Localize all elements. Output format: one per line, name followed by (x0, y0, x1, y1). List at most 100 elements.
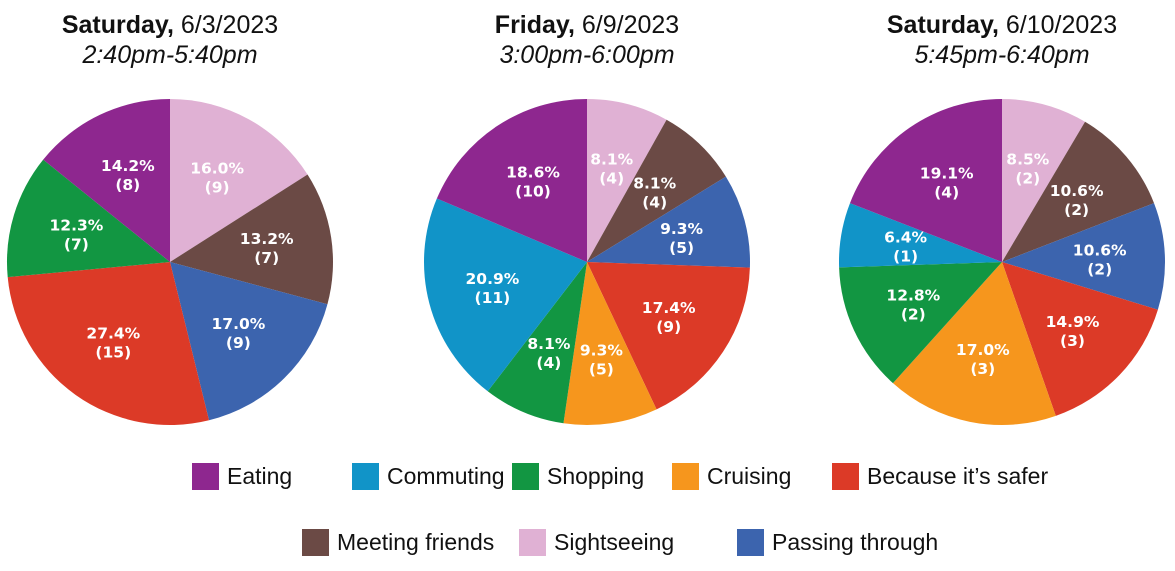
slice-percent-label: 10.6% (1073, 242, 1127, 260)
pie-slice-safer (7, 262, 210, 425)
legend-item-eating: Eating (192, 463, 292, 490)
legend-label: Cruising (707, 463, 792, 489)
pie-svg: 8.1%(4) 8.1%(4)9.3%(5)17.4%(9)9.3%(5)8.1%… (423, 99, 750, 425)
slice-percent-label: 10.6% (1050, 182, 1104, 200)
pie-chart-3: Saturday, 6/10/2023 5:45pm-6:40pm 8.5% (2… (832, 0, 1172, 426)
pie-slice-passing (587, 176, 750, 268)
slice-percent-label: 17.0% (212, 315, 266, 333)
slice-count-label: (5) (669, 239, 694, 257)
slice-percent-label: 12.8% (886, 286, 940, 304)
slice-percent-label: 13.2% (240, 230, 294, 248)
slice-percent-label: 14.2% (101, 157, 155, 175)
slice-count-label: (1) (893, 248, 918, 266)
legend-item-safer: Because it’s safer (832, 463, 1048, 490)
slice-count-label: (2) (901, 305, 926, 323)
slice-percent-label: 14.9% (1046, 313, 1100, 331)
slice-percent-label: 19.1% (920, 164, 974, 182)
slice-count-label: (2) (1087, 261, 1112, 279)
slice-percent-label: 8.1% (527, 335, 570, 353)
pie-slice-shopping (487, 262, 587, 424)
slice-count-label: (4) (934, 183, 959, 201)
slice-percent-label: 16.0% (190, 159, 244, 177)
legend-item-meeting: Meeting friends (302, 529, 494, 556)
slice-percent-label: 8.1% (633, 174, 676, 192)
legend-item-sightseeing: Sightseeing (519, 529, 674, 556)
legend-swatch (672, 463, 699, 490)
chart-title: Saturday, 6/3/2023 (61, 11, 279, 39)
legend-swatch (832, 463, 859, 490)
slice-count-label: (2) (1015, 170, 1040, 188)
slice-count-label: (9) (656, 318, 681, 336)
slice-count-label: (4) (642, 193, 667, 211)
slice-percent-label: 9.3% (660, 220, 703, 238)
chart-title: Friday, 6/9/2023 (494, 11, 680, 39)
slice-count-label: (3) (1060, 332, 1085, 350)
pie-slice-eating (436, 99, 587, 262)
pie-slice-meeting (1002, 121, 1154, 263)
slice-percent-label: 27.4% (86, 325, 140, 343)
legend-swatch (302, 529, 329, 556)
slice-count-label: (3) (970, 360, 995, 378)
legend-label: Shopping (547, 463, 645, 489)
slice-percent-label: 8.1% (590, 150, 633, 168)
slice-count-label: (15) (95, 344, 131, 362)
slice-percent-label: 12.3% (50, 217, 104, 235)
slice-percent-label: 9.3% (580, 342, 623, 360)
pie-slice-eating (43, 98, 171, 262)
pie-slice-meeting (587, 119, 726, 263)
pie-svg: 16.0%(9)13.2%(7)17.0%(9)27.4%(15)12.3%(7… (7, 98, 333, 425)
slice-percent-label: 17.4% (642, 299, 696, 317)
pie-slice-cruising (892, 262, 1056, 426)
slice-percent-label: 17.0% (956, 341, 1010, 359)
slice-count-label: (8) (115, 176, 140, 194)
chart-subtitle: 3:00pm-6:00pm (499, 41, 675, 69)
legend-label: Eating (227, 463, 293, 489)
legend-item-shopping: Shopping (512, 463, 644, 490)
slice-percent-label: 6.4% (884, 229, 927, 247)
legend-item-passing: Passing through (737, 529, 938, 556)
legend-label: Commuting (387, 463, 505, 489)
slice-percent-label: 18.6% (506, 164, 560, 182)
slice-count-label: (10) (515, 183, 551, 201)
slice-percent-label: 8.5% (1006, 151, 1049, 169)
pie-slice-passing (170, 262, 328, 421)
legend-swatch (352, 463, 379, 490)
slice-count-label: (7) (254, 249, 279, 267)
legend-label: Passing through (772, 529, 939, 555)
pie-slice-meeting (170, 174, 333, 305)
pie-slice-commuting (423, 198, 587, 392)
slice-count-label: (2) (1064, 201, 1089, 219)
legend-label: Meeting friends (337, 529, 495, 555)
pie-slice-shopping (839, 262, 1002, 384)
pie-chart-1: Saturday, 6/3/2023 2:40pm-5:40pm 16.0% (9… (0, 0, 340, 425)
legend-item-commuting: Commuting (352, 463, 505, 490)
pie-chart-2: Friday, 6/9/2023 3:00pm-6:00pm 8.1% (4) 8.… (417, 0, 757, 425)
pie-slice-sightseeing (1002, 99, 1086, 262)
pie-slice-passing (1002, 203, 1166, 310)
legend-label: Because it’s safer (867, 463, 1049, 489)
legend-swatch (512, 463, 539, 490)
pie-slice-commuting (839, 203, 1002, 268)
chart-title: Saturday, 6/10/2023 (886, 11, 1118, 39)
pie-slice-safer (1002, 262, 1158, 416)
legend-swatch (519, 529, 546, 556)
slice-count-label: (9) (205, 178, 230, 196)
pie-slice-sightseeing (170, 99, 308, 262)
pie-slice-cruising (563, 262, 657, 425)
chart-subtitle: 2:40pm-5:40pm (82, 41, 258, 69)
slice-count-label: (4) (599, 169, 624, 187)
chart-subtitle: 5:45pm-6:40pm (914, 41, 1090, 69)
slice-count-label: (7) (64, 236, 89, 254)
pie-slice-sightseeing (587, 99, 667, 262)
pie-svg: 8.5%(2)10.6%(2)10.6%(2)14.9%(3)17.0%(3)1… (839, 99, 1166, 426)
slice-percent-label: 20.9% (466, 270, 520, 288)
pie-slice-safer (587, 262, 750, 410)
legend-item-cruising: Cruising (672, 463, 791, 490)
slice-count-label: (11) (475, 289, 511, 307)
slice-count-label: (5) (589, 361, 614, 379)
legend-swatch (737, 529, 764, 556)
pie-slice-shopping (7, 159, 170, 278)
legend-swatch (192, 463, 219, 490)
legend-label: Sightseeing (554, 529, 675, 555)
slice-count-label: (4) (536, 354, 561, 372)
